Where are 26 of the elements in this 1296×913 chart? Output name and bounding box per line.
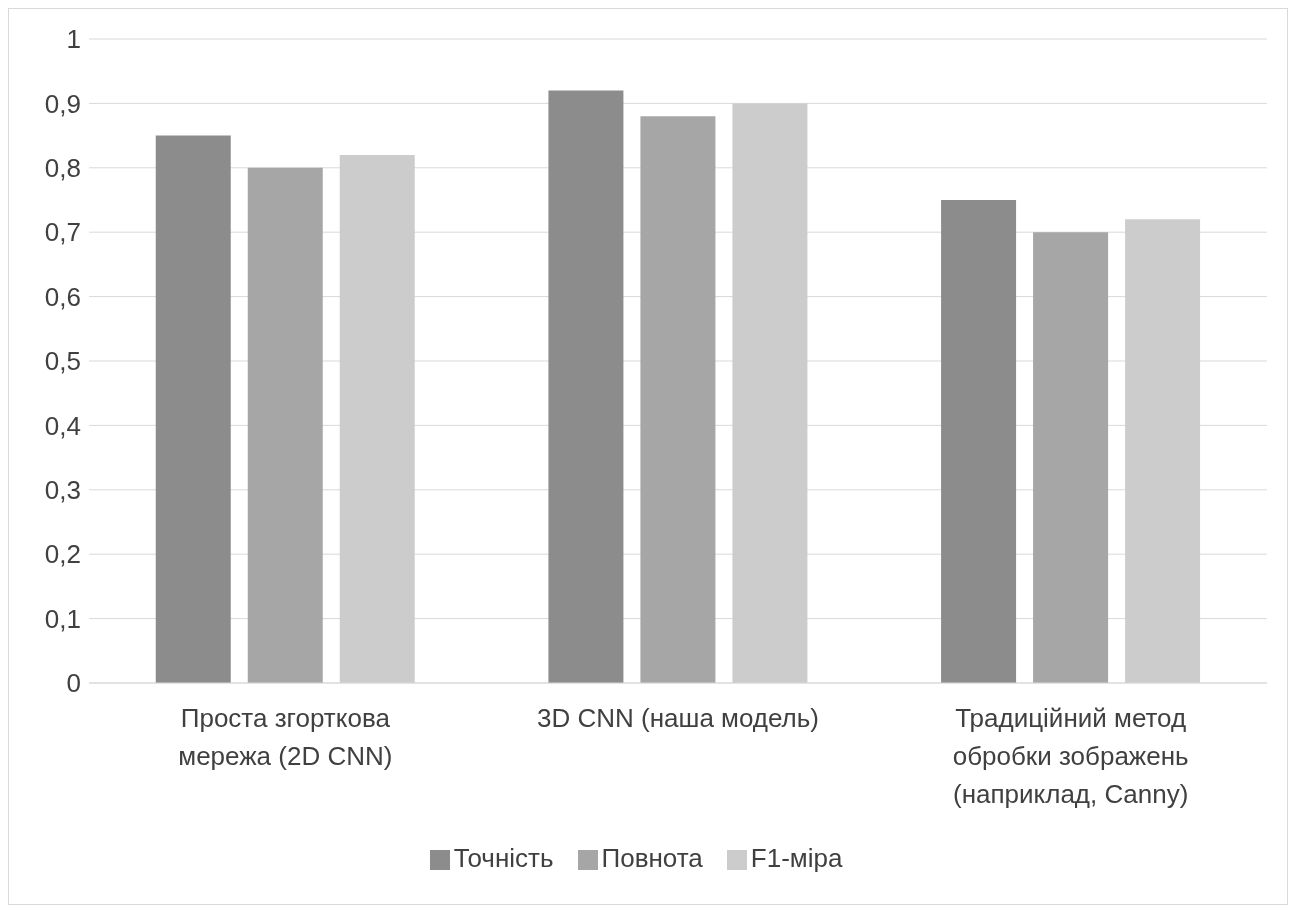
bar <box>1125 219 1201 683</box>
y-tick-label: 0,4 <box>44 410 81 441</box>
bar <box>339 154 415 683</box>
bar <box>640 116 716 683</box>
y-tick-label: 0,6 <box>44 281 81 312</box>
bar <box>941 200 1017 683</box>
x-tick-label: Проста згорткова мережа (2D CNN) <box>178 703 393 771</box>
bar <box>548 90 624 683</box>
y-tick-label: 0,7 <box>44 217 81 248</box>
legend-label: Точність <box>453 843 554 873</box>
y-tick-label: 0,3 <box>44 475 81 506</box>
y-tick-label: 1 <box>66 24 81 55</box>
bar <box>732 103 808 683</box>
y-tick-label: 0,5 <box>44 346 81 377</box>
y-tick-label: 0,2 <box>44 539 81 570</box>
x-tick-label: 3D CNN (наша модель) <box>537 703 819 733</box>
legend-label: F1-міра <box>750 843 843 873</box>
y-tick-label: 0,1 <box>44 603 81 634</box>
bar <box>155 135 231 683</box>
y-tick-label: 0,9 <box>44 88 81 119</box>
y-tick-label: 0,8 <box>44 153 81 184</box>
x-tick-label: Традиційний метод обробки зображень (наприклад, Canny) <box>952 703 1189 809</box>
y-tick-label: 0 <box>66 668 81 699</box>
legend-label: Повнота <box>601 843 703 873</box>
bar <box>1033 232 1109 683</box>
bar <box>247 167 323 683</box>
